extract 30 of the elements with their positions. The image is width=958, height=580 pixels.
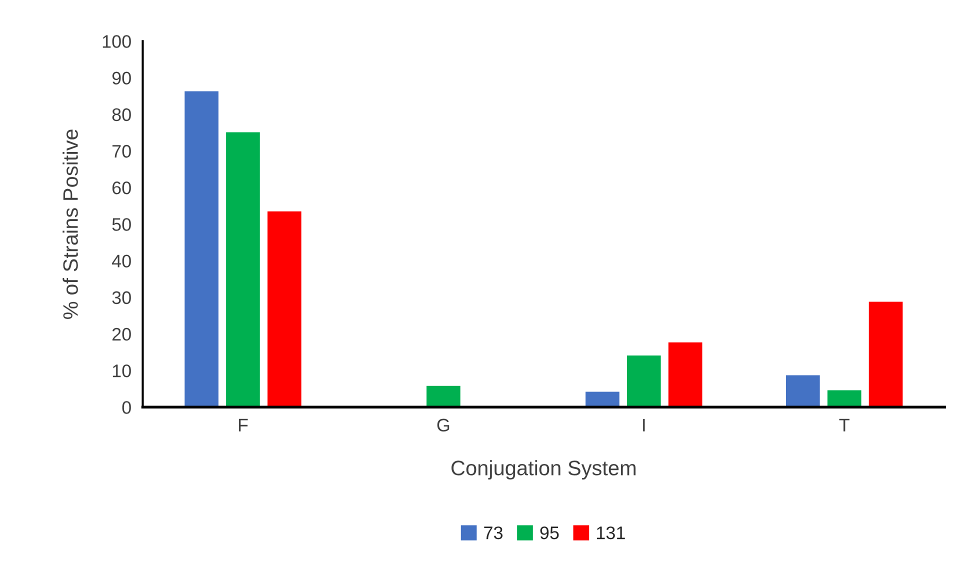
y-tick-label: 60 [112, 182, 131, 194]
x-tick-label: F [238, 418, 248, 432]
y-tick-label: 30 [112, 291, 131, 304]
bar [867, 300, 904, 408]
legend-label: 95 [540, 526, 559, 540]
x-axis-title: Conjugation System [452, 460, 636, 480]
y-tick-label: 50 [112, 218, 131, 231]
bar [584, 390, 621, 408]
bar [626, 354, 662, 408]
legend-label: 73 [484, 526, 503, 540]
y-tick-label: 0 [122, 401, 131, 414]
bar [826, 388, 863, 408]
x-tick-label: G [437, 418, 450, 432]
y-tick-label: 40 [112, 254, 131, 268]
bar [667, 340, 704, 408]
y-tick-label: 80 [112, 108, 131, 122]
y-tick-label: 90 [112, 72, 131, 84]
legend-label: 131 [597, 526, 625, 540]
y-tick-label: 100 [102, 35, 131, 48]
bar [183, 90, 220, 408]
x-tick-label: I [643, 418, 645, 432]
x-tick-label: T [839, 418, 850, 432]
bar [266, 210, 303, 408]
y-tick-label: 70 [112, 144, 131, 158]
y-tick-label: 20 [112, 328, 131, 341]
bar [425, 384, 462, 408]
y-axis-title: % of Strains Positive [62, 130, 78, 319]
bar [224, 130, 262, 408]
bar [784, 374, 822, 408]
y-tick-label: 10 [112, 364, 131, 378]
